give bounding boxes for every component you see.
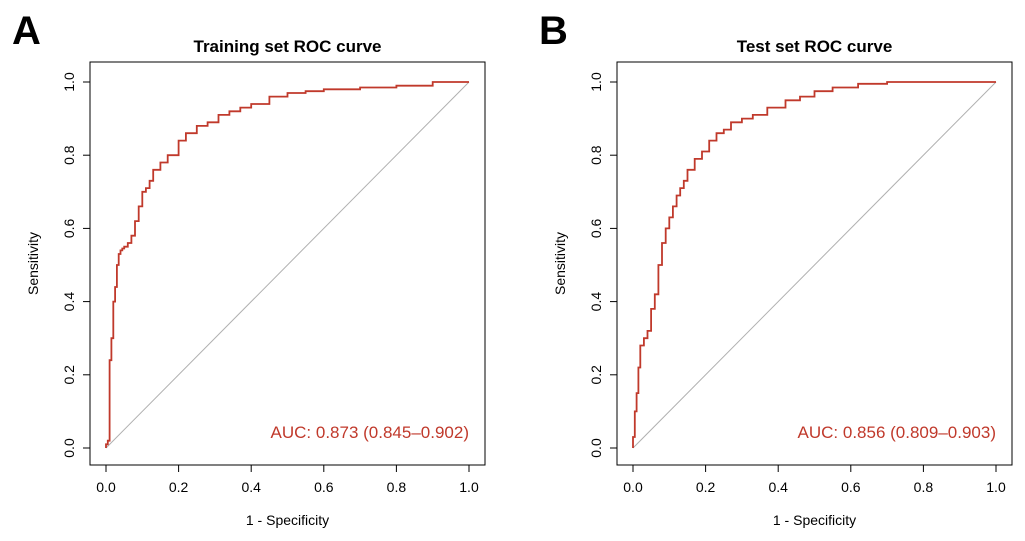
- y-tick-label: 0.2: [61, 365, 77, 385]
- chart-title: Test set ROC curve: [737, 37, 893, 56]
- y-tick-label: 0.4: [61, 292, 77, 312]
- y-tick-label: 0.8: [61, 145, 77, 165]
- panel-a: A Training set ROC curve 0.0 0.2 0.4 0.6 0.8 1.…: [12, 9, 486, 528]
- x-tick-label: 0.6: [314, 479, 334, 495]
- y-tick-label: 0.0: [61, 438, 77, 458]
- y-tick-label: 1.0: [588, 72, 604, 92]
- x-tick-label: 1.0: [986, 479, 1006, 495]
- y-tick-label: 0.4: [588, 292, 604, 312]
- chart-title: Training set ROC curve: [194, 37, 382, 56]
- x-tick-label: 0.8: [387, 479, 407, 495]
- y-tick-label: 0.6: [588, 218, 604, 238]
- y-tick-label: 1.0: [61, 72, 77, 92]
- roc-curve-line: [632, 81, 996, 448]
- y-tick-label: 0.6: [61, 218, 77, 238]
- auc-annotation: AUC: 0.873 (0.845–0.902): [271, 423, 469, 442]
- y-axis-label: Sensitivity: [25, 232, 41, 295]
- x-tick-label: 0.6: [841, 479, 861, 495]
- x-tick-label: 0.0: [623, 479, 643, 495]
- x-tick-label: 0.8: [914, 479, 934, 495]
- y-tick-label: 0.8: [588, 145, 604, 165]
- x-tick-label: 0.0: [96, 479, 116, 495]
- reference-diagonal: [632, 81, 997, 449]
- auc-annotation: AUC: 0.856 (0.809–0.903): [798, 423, 996, 442]
- x-tick-label: 0.2: [169, 479, 189, 495]
- x-axis-label: 1 - Specificity: [773, 512, 856, 528]
- panel-label: A: [12, 9, 41, 53]
- x-axis-label: 1 - Specificity: [246, 512, 329, 528]
- x-tick-label: 0.4: [768, 479, 788, 495]
- y-tick-label: 0.0: [588, 438, 604, 458]
- y-axis-label: Sensitivity: [552, 232, 568, 295]
- x-tick-label: 0.4: [241, 479, 261, 495]
- reference-diagonal: [105, 81, 470, 449]
- panel-b: B Test set ROC curve 0.0 0.2 0.4 0.6 0.8 1.0 0.0…: [539, 9, 1013, 528]
- x-tick-label: 0.2: [696, 479, 716, 495]
- panel-label: B: [539, 9, 568, 53]
- y-tick-label: 0.2: [588, 365, 604, 385]
- roc-curve-line: [105, 81, 469, 448]
- x-tick-label: 1.0: [459, 479, 479, 495]
